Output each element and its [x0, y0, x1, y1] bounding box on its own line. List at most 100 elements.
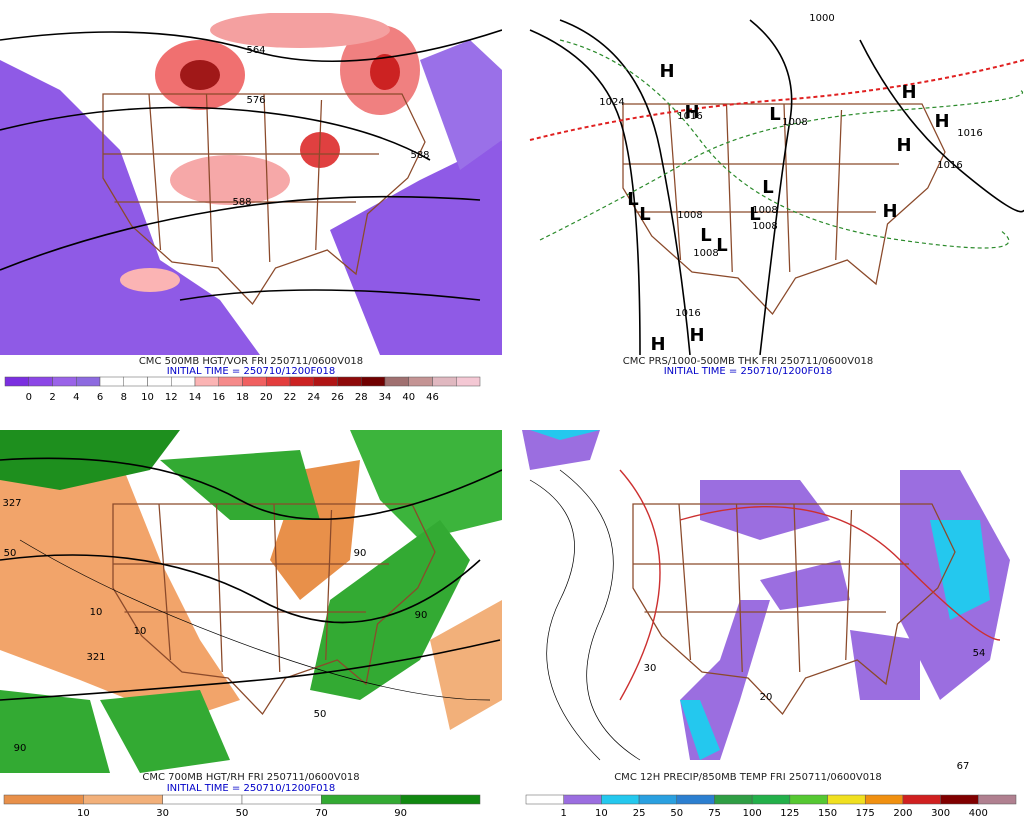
colorbar-label: 26	[331, 392, 344, 403]
pressure-center: L	[749, 204, 760, 225]
colorbar-swatch	[289, 376, 314, 387]
colorbar-label: 200	[893, 808, 912, 819]
contour-label: 1008	[752, 205, 777, 216]
contour-label: 1008	[693, 248, 718, 259]
contour-label: 90	[354, 548, 367, 559]
colorbar-swatch	[751, 794, 791, 805]
contour-label: 564	[246, 45, 265, 56]
colorbar-label: 50	[670, 808, 683, 819]
colorbar-label: 40	[402, 392, 415, 403]
contour-label: 67	[957, 761, 970, 772]
panel-caption: CMC 12H PRECIP/850MB TEMP FRI 250711/060…	[614, 772, 882, 783]
contour-label: 576	[246, 95, 265, 106]
colorbar-label: 75	[708, 808, 721, 819]
colorbar-label: 22	[284, 392, 297, 403]
colorbar-label: 2	[49, 392, 55, 403]
contour-label: 50	[4, 548, 17, 559]
colorbar-label: 20	[260, 392, 273, 403]
contour-label: 54	[973, 648, 986, 659]
colorbar-swatch	[940, 794, 979, 805]
colorbar-swatch	[123, 376, 148, 387]
colorbar-swatch	[162, 794, 243, 805]
contour-label: 321	[86, 652, 105, 663]
colorbar-label: 70	[315, 808, 328, 819]
map-500mb	[0, 13, 502, 355]
colorbar-label: 0	[26, 392, 32, 403]
map-pressure	[522, 13, 1024, 355]
colorbar-swatch	[408, 376, 433, 387]
colorbar-label: 18	[236, 392, 249, 403]
initial-time: INITIAL TIME = 250710/1200F018	[664, 366, 833, 377]
colorbar-swatch	[432, 376, 457, 387]
colorbar-swatch	[525, 794, 564, 805]
contour-label: 20	[760, 692, 773, 703]
colorbar-swatch	[3, 794, 84, 805]
colorbar-label: 25	[633, 808, 646, 819]
colorbar-swatch	[601, 794, 640, 805]
colorbar-swatch	[864, 794, 904, 805]
colorbar-swatch	[361, 376, 386, 387]
pressure-center: H	[934, 111, 949, 132]
colorbar-swatch	[242, 376, 267, 387]
pressure-center: H	[684, 102, 699, 123]
colorbar-swatch	[337, 376, 362, 387]
contour-label: 90	[415, 610, 428, 621]
colorbar-swatch	[902, 794, 941, 805]
colorbar-swatch	[313, 376, 338, 387]
colorbar-swatch	[563, 794, 602, 805]
colorbar-swatch	[218, 376, 243, 387]
colorbar-swatch	[76, 376, 101, 387]
colorbar-swatch	[400, 794, 481, 805]
colorbar-swatch	[241, 794, 322, 805]
pressure-center: L	[627, 189, 638, 210]
colorbar-label: 175	[856, 808, 875, 819]
colorbar-swatch	[83, 794, 163, 805]
colorbar-label: 300	[931, 808, 950, 819]
colorbar-label: 30	[156, 808, 169, 819]
colorbar-label: 10	[77, 808, 90, 819]
colorbar-label: 6	[97, 392, 103, 403]
contour-label: 10	[90, 607, 103, 618]
colorbar-swatch	[4, 376, 29, 387]
contour-label: 1000	[809, 13, 834, 24]
colorbar-label: 10	[595, 808, 608, 819]
pressure-center: L	[716, 235, 727, 256]
colorbar-swatch	[171, 376, 196, 387]
panel-caption: CMC 700MB HGT/RH FRI 250711/0600V018	[142, 772, 359, 783]
colorbar-label: 34	[379, 392, 392, 403]
colorbar-label: 46	[426, 392, 439, 403]
initial-time: INITIAL TIME = 250710/1200F018	[167, 366, 336, 377]
colorbar-swatch	[52, 376, 77, 387]
contour-label: 1016	[677, 111, 702, 122]
initial-time: INITIAL TIME = 250710/1200F018	[167, 783, 336, 794]
colorbar-label: 400	[969, 808, 988, 819]
colorbar-label: 90	[394, 808, 407, 819]
pressure-center: L	[700, 225, 711, 246]
contour-label: 588	[232, 197, 251, 208]
colorbar-label: 4	[73, 392, 79, 403]
contour-label: 10	[134, 626, 147, 637]
pressure-center: H	[901, 82, 916, 103]
contour-label: 327	[2, 498, 21, 509]
contour-label: 1016	[957, 128, 982, 139]
contour-label: 1008	[752, 221, 777, 232]
colorbar-swatch	[638, 794, 678, 805]
contour-label: 1008	[677, 210, 702, 221]
colorbar-swatch	[194, 376, 219, 387]
colorbar-label: 100	[743, 808, 762, 819]
colorbar-label: 10	[141, 392, 154, 403]
pressure-center: L	[639, 204, 650, 225]
contour-label: 1024	[599, 97, 624, 108]
contour-label: 90	[14, 743, 27, 754]
contour-label: 1016	[937, 160, 962, 171]
contour-label: 588	[410, 150, 429, 161]
pressure-center: L	[762, 177, 773, 198]
panel-caption: CMC PRS/1000-500MB THK FRI 250711/0600V0…	[623, 356, 873, 367]
colorbar-swatch	[147, 376, 172, 387]
colorbar-label: 12	[165, 392, 178, 403]
colorbar-swatch	[827, 794, 866, 805]
panel-caption: CMC 500MB HGT/VOR FRI 250711/0600V018	[139, 356, 363, 367]
contour-label: 1016	[675, 308, 700, 319]
